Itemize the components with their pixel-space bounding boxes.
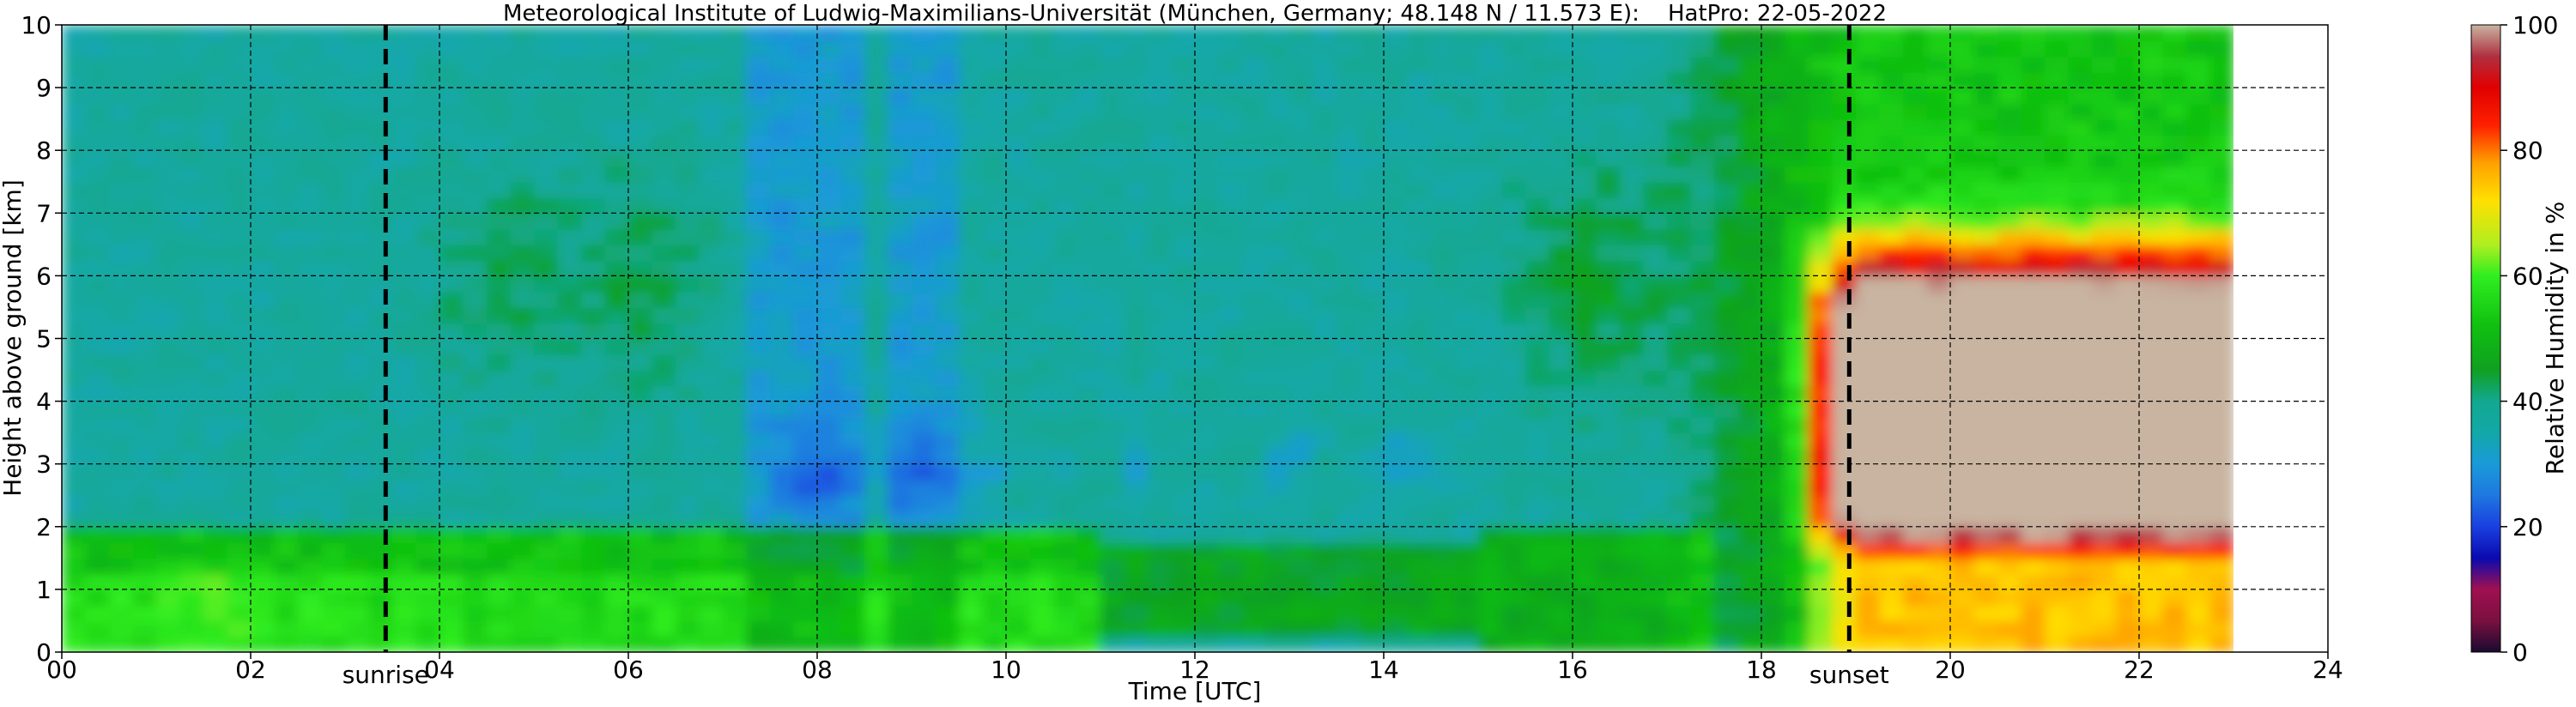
y-tick-label: 0 — [36, 638, 52, 667]
x-tick-label: 02 — [235, 656, 266, 684]
y-tick-label: 1 — [36, 576, 52, 604]
y-axis-label: Height above ground [km] — [0, 179, 27, 497]
y-tick-label: 4 — [36, 388, 52, 416]
x-tick-label: 00 — [46, 656, 77, 684]
chart-title: Meteorological Institute of Ludwig-Maxim… — [503, 1, 1887, 27]
plot-area: sunrise sunset — [61, 24, 2329, 689]
sunrise-label: sunrise — [342, 661, 429, 689]
y-tick-label: 10 — [21, 11, 52, 39]
colorbar-tick-label: 0 — [2512, 638, 2528, 667]
y-tick-label: 7 — [36, 199, 52, 227]
y-tick-label: 2 — [36, 513, 52, 541]
x-tick-label: 12 — [1179, 656, 1210, 684]
x-axis-label: Time [UTC] — [1128, 677, 1262, 705]
event-markers: sunrise sunset — [342, 25, 1889, 689]
colorbar-tick-label: 20 — [2512, 513, 2543, 541]
colorbar-label: Relative Humidity in % — [2541, 202, 2569, 475]
y-axis: 0 1 2 3 4 5 6 7 8 9 10 — [21, 11, 62, 667]
x-tick-label: 20 — [1935, 656, 1966, 684]
sunset-label: sunset — [1809, 661, 1889, 689]
x-tick-label: 18 — [1746, 656, 1777, 684]
x-axis: 00 02 04 06 08 10 12 14 16 18 20 22 24 — [46, 652, 2343, 684]
colorbar-tick-label: 40 — [2512, 388, 2543, 416]
colorbar-fill — [2470, 24, 2501, 653]
x-tick-label: 06 — [613, 656, 644, 684]
x-tick-label: 10 — [991, 656, 1021, 684]
colorbar-ticks: 0 20 40 60 80 100 — [2500, 11, 2558, 667]
x-tick-label: 22 — [2124, 656, 2155, 684]
colorbar-tick-label: 100 — [2512, 11, 2558, 39]
colorbar: 0 20 40 60 80 100 Relative Humidity in % — [2470, 11, 2569, 667]
y-tick-label: 5 — [36, 325, 52, 354]
y-tick-label: 9 — [36, 74, 52, 102]
grid-lines — [62, 25, 2328, 652]
colorbar-tick-label: 60 — [2512, 262, 2543, 290]
x-tick-label: 04 — [424, 656, 455, 684]
y-tick-label: 8 — [36, 136, 52, 165]
y-tick-label: 3 — [36, 450, 52, 479]
y-tick-label: 6 — [36, 262, 52, 290]
x-tick-label: 16 — [1557, 656, 1588, 684]
x-tick-label: 08 — [802, 656, 833, 684]
colorbar-tick-label: 80 — [2512, 136, 2543, 165]
x-tick-label: 24 — [2312, 656, 2343, 684]
x-tick-label: 14 — [1368, 656, 1399, 684]
